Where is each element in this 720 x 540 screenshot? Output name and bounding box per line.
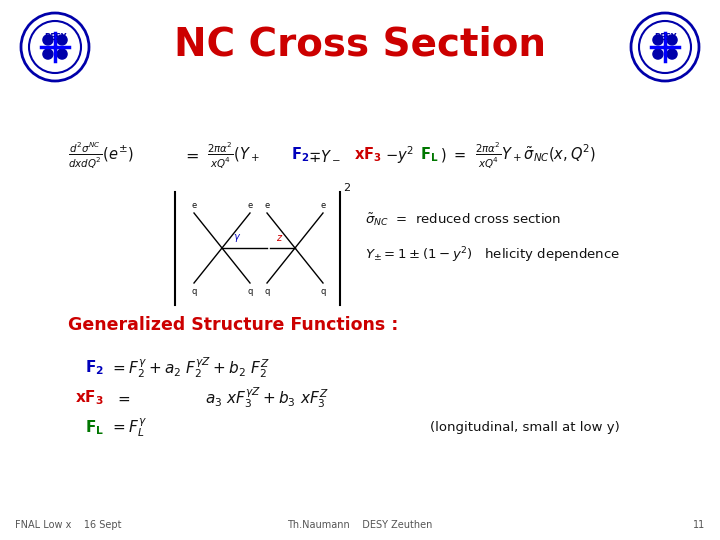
- Text: $= F_L^{\gamma}$: $= F_L^{\gamma}$: [110, 417, 148, 440]
- Text: Generalized Structure Functions :: Generalized Structure Functions :: [68, 316, 398, 334]
- Text: DESY: DESY: [44, 32, 66, 42]
- Text: $\frac{2\pi\alpha^2}{xQ^4}Y_+\tilde{\sigma}_{NC}(x,Q^2)$: $\frac{2\pi\alpha^2}{xQ^4}Y_+\tilde{\sig…: [475, 140, 596, 170]
- Text: 11: 11: [693, 520, 705, 530]
- Text: q: q: [264, 287, 270, 295]
- Circle shape: [43, 35, 53, 45]
- Circle shape: [653, 35, 663, 45]
- Ellipse shape: [639, 21, 691, 73]
- Ellipse shape: [29, 21, 81, 73]
- Text: $z$: $z$: [276, 233, 284, 243]
- Text: $Y_{\pm} = 1 \pm (1-y^2)$   helicity dependence: $Y_{\pm} = 1 \pm (1-y^2)$ helicity depen…: [365, 245, 620, 265]
- Circle shape: [43, 49, 53, 59]
- Text: $\mathbf{F_2}$: $\mathbf{F_2}$: [85, 359, 104, 377]
- Text: $\mathbf{xF_3}$: $\mathbf{xF_3}$: [354, 146, 382, 164]
- Text: $\mp Y_-$: $\mp Y_-$: [308, 147, 341, 163]
- Text: FNAL Low x    16 Sept: FNAL Low x 16 Sept: [15, 520, 122, 530]
- Text: $- y^2$: $- y^2$: [385, 144, 414, 166]
- Text: $\mathbf{xF_3}$: $\mathbf{xF_3}$: [75, 389, 104, 407]
- Circle shape: [667, 35, 677, 45]
- Ellipse shape: [631, 13, 699, 81]
- Text: $\frac{d^2\sigma^{NC}}{dxdQ^2}(e^{\pm})$: $\frac{d^2\sigma^{NC}}{dxdQ^2}(e^{\pm})$: [68, 140, 133, 170]
- Text: $\tilde{\sigma}_{NC}$  =  reduced cross section: $\tilde{\sigma}_{NC}$ = reduced cross se…: [365, 212, 562, 228]
- Text: e: e: [248, 200, 253, 210]
- Text: q: q: [247, 287, 253, 295]
- Text: q: q: [192, 287, 197, 295]
- Circle shape: [57, 49, 67, 59]
- Text: $)\ =$: $)\ =$: [440, 146, 466, 164]
- Text: $\frac{2\pi\alpha^2}{xQ^4}(Y_+$: $\frac{2\pi\alpha^2}{xQ^4}(Y_+$: [207, 140, 260, 170]
- Text: $\gamma$: $\gamma$: [233, 232, 241, 244]
- Text: NC Cross Section: NC Cross Section: [174, 26, 546, 64]
- Text: $=$: $=$: [115, 390, 131, 406]
- Text: $=$: $=$: [181, 147, 199, 163]
- Text: (longitudinal, small at low y): (longitudinal, small at low y): [430, 422, 620, 435]
- Text: q: q: [320, 287, 325, 295]
- Text: $\mathbf{F_L}$: $\mathbf{F_L}$: [85, 418, 104, 437]
- Text: $\mathbf{F_L}$: $\mathbf{F_L}$: [420, 146, 438, 164]
- Text: e: e: [264, 200, 269, 210]
- Ellipse shape: [21, 13, 89, 81]
- Text: e: e: [192, 200, 197, 210]
- Text: $= F_2^{\gamma} + a_2\ F_2^{\gamma Z} + b_2\ F_2^Z$: $= F_2^{\gamma} + a_2\ F_2^{\gamma Z} + …: [110, 356, 270, 380]
- Text: $a_3\ xF_3^{\gamma Z} + b_3\ xF_3^Z$: $a_3\ xF_3^{\gamma Z} + b_3\ xF_3^Z$: [205, 386, 328, 410]
- Text: Th.Naumann    DESY Zeuthen: Th.Naumann DESY Zeuthen: [287, 520, 433, 530]
- Text: e: e: [320, 200, 325, 210]
- Circle shape: [653, 49, 663, 59]
- Text: $2$: $2$: [343, 181, 351, 193]
- Circle shape: [667, 49, 677, 59]
- Text: $\mathbf{F_2}$: $\mathbf{F_2}$: [291, 146, 310, 164]
- Circle shape: [57, 35, 67, 45]
- Text: DESY: DESY: [654, 32, 676, 42]
